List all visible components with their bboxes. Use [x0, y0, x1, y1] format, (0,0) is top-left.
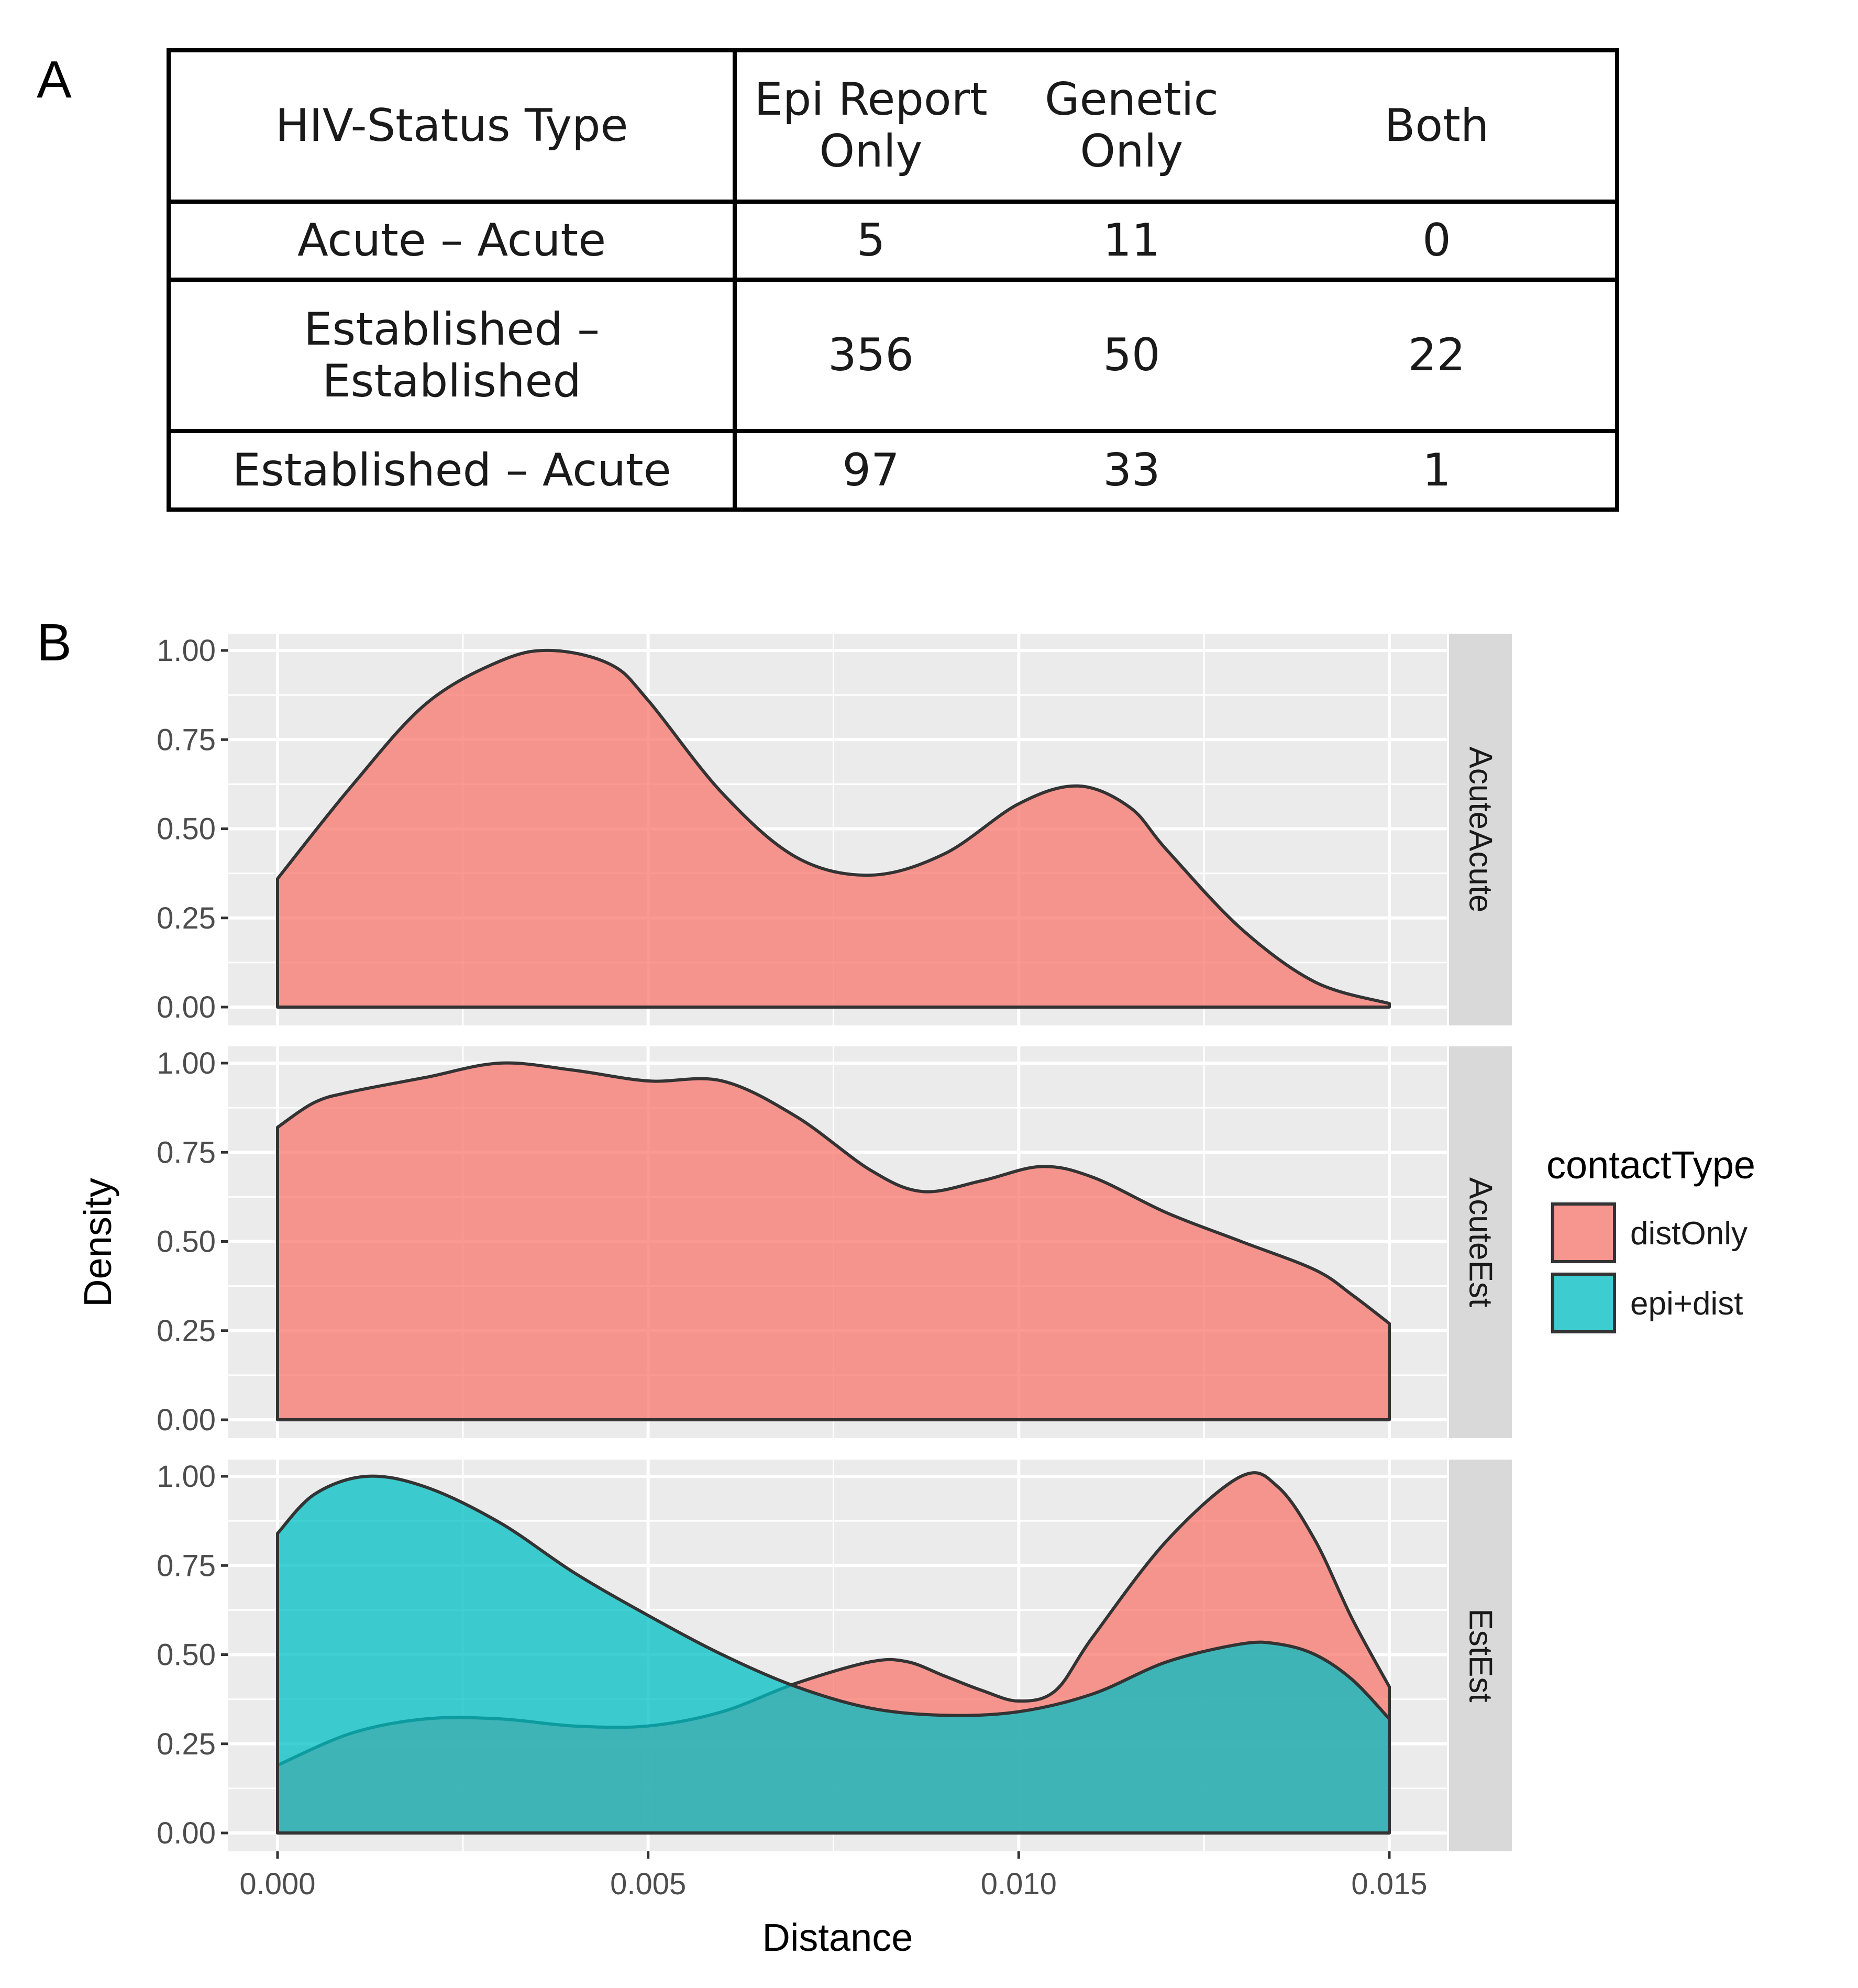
- header-genetic-only: Genetic Only: [1004, 48, 1258, 204]
- legend-title: contactType: [1546, 1143, 1755, 1187]
- facet-strip-label: AcuteAcute: [1463, 746, 1499, 912]
- legend-label: epi+dist: [1630, 1286, 1743, 1322]
- y-axis-title: Density: [76, 1178, 119, 1307]
- panel-b-label: B: [37, 613, 72, 672]
- facet-strip: [1449, 1046, 1512, 1438]
- header-status-type: HIV-Status Type: [166, 48, 737, 204]
- legend-label: distOnly: [1630, 1216, 1748, 1252]
- header-both: Both: [1258, 48, 1620, 204]
- y-tick-label: 0.75: [157, 1135, 216, 1169]
- table-cell: Established – Established: [166, 278, 737, 434]
- x-tick-label: 0.005: [610, 1867, 686, 1901]
- table-header-row: HIV-Status Type Epi Report Only Genetic …: [166, 48, 1620, 204]
- density-area-distOnly: [276, 648, 1391, 1009]
- y-tick-label: 0.75: [157, 1549, 216, 1583]
- table-cell: Established – Acute: [166, 429, 737, 512]
- header-epi-report-only: Epi Report Only: [735, 48, 1005, 204]
- x-tick-label: 0.000: [239, 1867, 315, 1901]
- table-row: Established – Established 356 50 22: [166, 278, 1620, 434]
- y-tick-label: 0.25: [157, 1727, 216, 1761]
- table-cell: 50: [1004, 278, 1258, 434]
- facet-strip-label: EstEst: [1463, 1608, 1499, 1702]
- facet-strip: [1449, 1460, 1512, 1851]
- facet-strip-label: AcuteEst: [1463, 1177, 1499, 1307]
- density-facet-chart: 0.00 0.25 0.50 0.75 1.00 AcuteAcute 0.00 0.25 0.…: [76, 634, 1755, 1959]
- legend-swatch-distOnly: [1551, 1202, 1616, 1263]
- x-axis-title: Distance: [762, 1916, 913, 1959]
- y-tick-label: 0.25: [157, 901, 216, 935]
- y-tick-label: 0.50: [157, 1225, 216, 1259]
- y-tick-label: 0.50: [157, 1638, 216, 1672]
- facet-strip: [1449, 634, 1512, 1025]
- density-area-epi-dist: [276, 1474, 1391, 1835]
- y-tick-label: 0.25: [157, 1314, 216, 1348]
- table-row: Acute – Acute 5 11 0: [166, 199, 1620, 282]
- y-tick-label: 0.50: [157, 812, 216, 846]
- y-tick-label: 0.00: [157, 1816, 216, 1850]
- legend-swatch-epi-dist: [1551, 1273, 1616, 1333]
- x-tick-label: 0.010: [981, 1867, 1057, 1901]
- y-tick-label: 0.75: [157, 723, 216, 757]
- y-tick-label: 0.00: [157, 990, 216, 1024]
- y-tick-label: 1.00: [157, 1046, 216, 1080]
- table-cell: 11: [1004, 199, 1258, 282]
- table-cell: 97: [735, 429, 1005, 512]
- contact-summary-table-container: HIV-Status Type Epi Report Only Genetic …: [166, 48, 1620, 512]
- panel-a-label: A: [37, 50, 72, 109]
- table-cell: 1: [1258, 429, 1620, 512]
- table-row: Established – Acute 97 33 1: [166, 429, 1620, 512]
- table-cell: Acute – Acute: [166, 199, 737, 282]
- x-tick-label: 0.015: [1351, 1867, 1427, 1901]
- contact-summary-table: HIV-Status Type Epi Report Only Genetic …: [166, 48, 1620, 512]
- y-tick-label: 1.00: [157, 634, 216, 668]
- y-tick-label: 0.00: [157, 1403, 216, 1437]
- table-cell: 356: [735, 278, 1005, 434]
- table-cell: 22: [1258, 278, 1620, 434]
- density-area-distOnly: [276, 1061, 1391, 1421]
- table-cell: 0: [1258, 199, 1620, 282]
- y-tick-label: 1.00: [157, 1460, 216, 1494]
- table-cell: 5: [735, 199, 1005, 282]
- table-cell: 33: [1004, 429, 1258, 512]
